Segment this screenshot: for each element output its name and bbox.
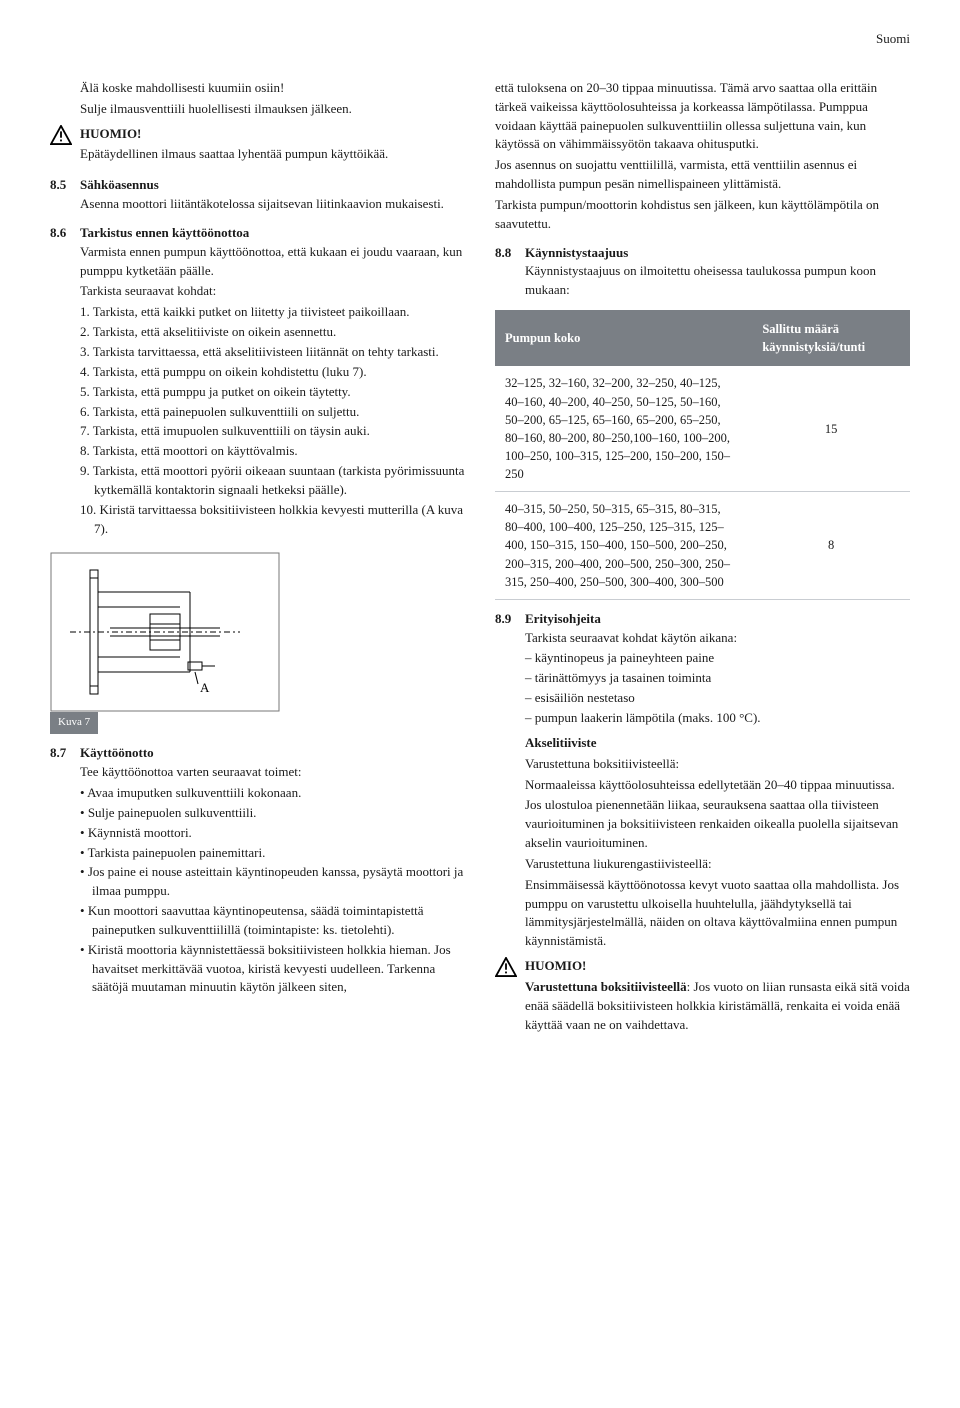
intro-line-2: Sulje ilmausventtiili huolellisesti ilma…	[80, 100, 465, 119]
section-8-6-heading: 8.6 Tarkistus ennen käyttöönottoa	[50, 224, 465, 243]
table-row: 40–315, 50–250, 50–315, 65–315, 80–315, …	[495, 492, 910, 600]
section-8-8-text: Käynnistystaajuus on ilmoitettu oheisess…	[525, 262, 910, 300]
list-item: 1. Tarkista, että kaikki putket on liite…	[80, 303, 465, 322]
warning-icon	[495, 957, 517, 977]
left-column: Älä koske mahdollisesti kuumiin osiin! S…	[50, 79, 465, 1037]
table-row: 32–125, 32–160, 32–200, 32–250, 40–125, …	[495, 366, 910, 491]
list-item: 3. Tarkista tarvittaessa, että akselitii…	[80, 343, 465, 362]
list-item: käyntinopeus ja paineyhteen paine	[525, 649, 910, 668]
section-8-7-heading: 8.7 Käyttöönotto	[50, 744, 465, 763]
aksel-p5: Ensimmäisessä käyttöönotossa kevyt vuoto…	[525, 876, 910, 951]
list-item: 4. Tarkista, että pumppu on oikein kohdi…	[80, 363, 465, 382]
huomio2-title: HUOMIO!	[525, 957, 910, 976]
huomio-text: Epätäydellinen ilmaus saattaa lyhentää p…	[80, 145, 388, 164]
section-8-7-lead: Tee käyttöönottoa varten seuraavat toime…	[80, 763, 465, 782]
list-item: Jos paine ei nouse asteittain käyntinope…	[80, 863, 465, 901]
huomio2-text: Varustettuna boksitiivisteellä: Jos vuot…	[525, 978, 910, 1035]
main-columns: Älä koske mahdollisesti kuumiin osiin! S…	[50, 79, 910, 1037]
aksel-p2: Normaaleissa käyttöolosuhteissa edellyte…	[525, 776, 910, 795]
list-item: 2. Tarkista, että akselitiiviste on oike…	[80, 323, 465, 342]
section-num: 8.9	[495, 610, 519, 629]
list-item: Sulje painepuolen sulkuventtiili.	[80, 804, 465, 823]
huomio2-bold-lead: Varustettuna boksitiivisteellä	[525, 979, 687, 994]
section-8-6-p2: Tarkista seuraavat kohdat:	[80, 282, 465, 301]
table-cell-value: 8	[752, 492, 910, 600]
list-item: 6. Tarkista, että painepuolen sulkuventt…	[80, 403, 465, 422]
intro-line-1: Älä koske mahdollisesti kuumiin osiin!	[80, 79, 465, 98]
table-header: Sallittu määrä käynnistyksiä/tunti	[752, 310, 910, 366]
table-cell-sizes: 32–125, 32–160, 32–200, 32–250, 40–125, …	[495, 366, 752, 491]
list-item: 10. Kiristä tarvittaessa boksitiivisteen…	[80, 501, 465, 539]
list-item: 9. Tarkista, että moottori pyörii oikeaa…	[80, 462, 465, 500]
aksel-p3: Jos ulostuloa pienennetään liikaa, seura…	[525, 796, 910, 853]
list-item: Käynnistä moottori.	[80, 824, 465, 843]
section-num: 8.7	[50, 744, 74, 763]
section-8-8-heading: 8.8 Käynnistystaajuus	[495, 244, 910, 263]
section-8-6-p1: Varmista ennen pumpun käyttöönottoa, ett…	[80, 243, 465, 281]
list-item: 8. Tarkista, että moottori on käyttövalm…	[80, 442, 465, 461]
section-8-5-text: Asenna moottori liitäntäkotelossa sijait…	[80, 195, 465, 214]
list-item: esisäiliön nestetaso	[525, 689, 910, 708]
check-list: 1. Tarkista, että kaikki putket on liite…	[80, 303, 465, 538]
section-num: 8.6	[50, 224, 74, 243]
section-title: Sähköasennus	[80, 176, 159, 195]
list-item: pumpun laakerin lämpötila (maks. 100 °C)…	[525, 709, 910, 728]
list-item: Kiristä moottoria käynnistettäessä boksi…	[80, 941, 465, 998]
special-list: käyntinopeus ja paineyhteen paine tärinä…	[525, 649, 910, 727]
list-item: tärinättömyys ja tasainen toiminta	[525, 669, 910, 688]
list-item: 5. Tarkista, että pumppu ja putket on oi…	[80, 383, 465, 402]
figure-7: A Kuva 7	[50, 552, 465, 734]
table-header: Pumpun koko	[495, 310, 752, 366]
right-p1: että tuloksena on 20–30 tippaa minuutiss…	[495, 79, 910, 154]
section-title: Tarkistus ennen käyttöönottoa	[80, 224, 249, 243]
section-8-5-heading: 8.5 Sähköasennus	[50, 176, 465, 195]
section-title: Käyttöönotto	[80, 744, 154, 763]
section-8-9-heading: 8.9 Erityisohjeita	[495, 610, 910, 629]
section-title: Käynnistystaajuus	[525, 244, 628, 263]
aksel-title: Akselitiiviste	[525, 734, 910, 753]
huomio-block-2: HUOMIO! Varustettuna boksitiivisteellä: …	[495, 957, 910, 1036]
section-title: Erityisohjeita	[525, 610, 601, 629]
list-item: Tarkista painepuolen painemittari.	[80, 844, 465, 863]
aksel-p4: Varustettuna liukurengastiivisteellä:	[525, 855, 910, 874]
aksel-p1: Varustettuna boksitiivisteellä:	[525, 755, 910, 774]
right-p2: Jos asennus on suojattu venttiilillä, va…	[495, 156, 910, 194]
figure-label: Kuva 7	[50, 712, 98, 734]
page-language: Suomi	[50, 30, 910, 49]
figure-marker: A	[200, 680, 210, 695]
section-num: 8.8	[495, 244, 519, 263]
start-list: Avaa imuputken sulkuventtiili kokonaan. …	[80, 784, 465, 997]
right-column: että tuloksena on 20–30 tippaa minuutiss…	[495, 79, 910, 1037]
list-item: Avaa imuputken sulkuventtiili kokonaan.	[80, 784, 465, 803]
huomio-block-1: HUOMIO! Epätäydellinen ilmaus saattaa ly…	[50, 125, 465, 167]
table-cell-value: 15	[752, 366, 910, 491]
right-p3: Tarkista pumpun/moottorin kohdistus sen …	[495, 196, 910, 234]
warning-icon	[50, 125, 72, 145]
section-num: 8.5	[50, 176, 74, 195]
table-cell-sizes: 40–315, 50–250, 50–315, 65–315, 80–315, …	[495, 492, 752, 600]
section-8-9-lead: Tarkista seuraavat kohdat käytön aikana:	[525, 629, 910, 648]
startup-frequency-table: Pumpun koko Sallittu määrä käynnistyksiä…	[495, 310, 910, 600]
list-item: 7. Tarkista, että imupuolen sulkuventtii…	[80, 422, 465, 441]
huomio-title: HUOMIO!	[80, 125, 388, 144]
list-item: Kun moottori saavuttaa käyntinopeutensa,…	[80, 902, 465, 940]
